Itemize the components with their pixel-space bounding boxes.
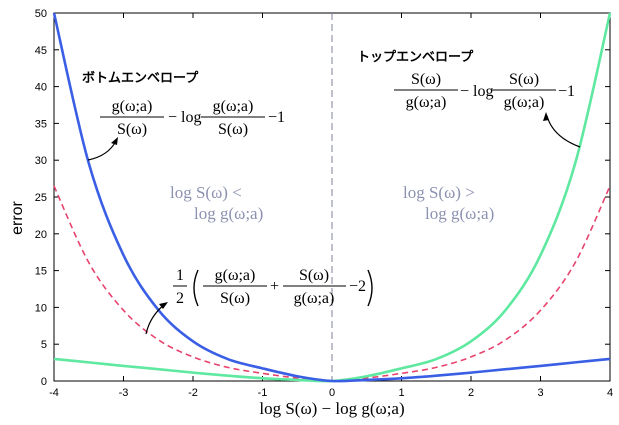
y-tick-label: 40 — [35, 82, 47, 94]
x-tick-label: 3 — [537, 387, 543, 399]
formula-avg-half-num: 1 — [176, 267, 184, 284]
formula-avg-tail: −2 — [349, 278, 366, 295]
x-tick-label: 1 — [398, 387, 404, 399]
left-region-line1: log S(ω) < — [170, 183, 242, 202]
formula-bottom-den1: S(ω) — [117, 121, 147, 138]
formula-bottom-minuslog: − log — [168, 109, 201, 126]
formula-top-tail: −1 — [558, 83, 575, 100]
formula-bottom-num1: g(ω;a) — [112, 98, 153, 115]
formula-avg-den1: S(ω) — [220, 290, 250, 307]
formula-bottom-tail: −1 — [268, 109, 285, 126]
formula-avg-den2: g(ω;a) — [294, 290, 335, 307]
x-tick-label: 0 — [329, 387, 335, 399]
formula-bottom-num2: g(ω;a) — [213, 98, 254, 115]
formula-top-den2: g(ω;a) — [504, 94, 545, 111]
x-tick-label: -3 — [119, 387, 129, 399]
y-tick-label: 15 — [35, 266, 47, 278]
x-tick-label: -2 — [188, 387, 198, 399]
top-envelope-label: トップエンベロープ — [357, 50, 474, 65]
y-tick-label: 25 — [35, 192, 47, 204]
arrow-heads — [111, 112, 549, 309]
y-tick-label: 20 — [35, 229, 47, 241]
y-axis-label: error — [9, 200, 26, 234]
arrow-avg-formula — [145, 303, 166, 335]
formula-top-envelope: S(ω) g(ω;a) − log S(ω) g(ω;a) −1 — [394, 71, 575, 111]
x-axis-label: log S(ω) − log g(ω;a) — [259, 399, 404, 418]
formula-avg-num1: g(ω;a) — [215, 267, 256, 284]
x-tick-label: -4 — [49, 387, 59, 399]
arrow-head — [159, 302, 168, 309]
bottom-envelope-label: ボトムエンベロープ — [82, 70, 199, 86]
formula-avg-plus: + — [270, 278, 279, 295]
y-tick-label: 45 — [35, 45, 47, 57]
series-line-bottom-envelope — [52, 12, 611, 383]
left-region-line2: log g(ω;a) — [194, 204, 263, 223]
formula-top-num1: S(ω) — [411, 71, 441, 88]
y-tick-label: 30 — [35, 155, 47, 167]
formula-bottom-den2: S(ω) — [218, 121, 248, 138]
arrow-top-formula — [546, 115, 581, 148]
paren-right — [367, 269, 373, 307]
formula-avg-num2: S(ω) — [299, 267, 329, 284]
series-group — [52, 12, 612, 383]
formula-top-num2: S(ω) — [509, 71, 539, 88]
formula-average: 1 2 g(ω;a) S(ω) + S(ω) g(ω;a) −2 — [173, 267, 373, 307]
right-region-line1: log S(ω) > — [403, 183, 475, 202]
x-tick-label: -1 — [258, 387, 268, 399]
x-tick-label: 2 — [468, 387, 474, 399]
arrow-head — [111, 137, 118, 145]
paren-left — [193, 269, 199, 307]
y-tick-label: 0 — [41, 376, 47, 388]
arrow-bottom-formula — [87, 140, 117, 161]
y-tick-label: 35 — [35, 118, 47, 130]
y-tick-label: 10 — [35, 302, 47, 314]
y-tick-label: 50 — [35, 8, 47, 20]
right-region-line2: log g(ω;a) — [425, 204, 494, 223]
formula-bottom-envelope: g(ω;a) S(ω) − log g(ω;a) S(ω) −1 — [100, 98, 285, 138]
formula-top-den1: g(ω;a) — [406, 94, 447, 111]
x-tick-label: 4 — [607, 387, 613, 399]
formula-avg-half-den: 2 — [176, 290, 184, 307]
arrow-head — [543, 112, 549, 121]
formula-top-minuslog: − log — [460, 83, 493, 100]
y-tick-label: 5 — [41, 339, 47, 351]
